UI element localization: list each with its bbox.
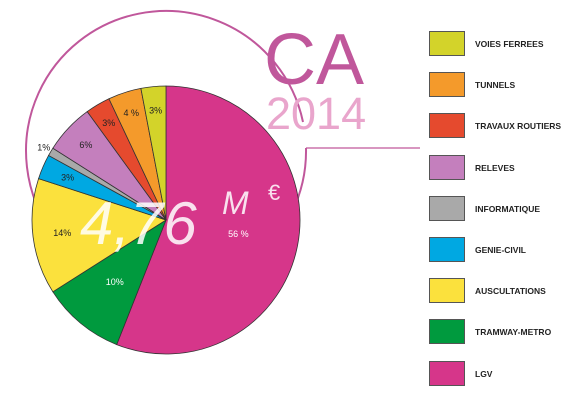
slice-label-auscultations: 14% [53, 228, 71, 238]
total-currency: € [268, 180, 280, 205]
slice-label-genie-civil: 3% [61, 172, 74, 182]
slice-label-releves: 6% [79, 140, 92, 150]
chart-heading: CA [264, 20, 364, 100]
slice-label-lgv: 56 % [228, 229, 249, 239]
slice-label-tunnels: 4 % [123, 108, 139, 118]
slice-label-tramway-metro: 10% [106, 277, 124, 287]
legend-label-genie-civil: GENIE-CIVIL [475, 245, 527, 255]
legend-label-tunnels: TUNNELS [475, 80, 516, 91]
legend-label-auscultations: AUSCULTATIONS [475, 286, 546, 297]
legend-swatch-tramway-metro [429, 319, 465, 345]
pie-slice-tramway-metro [52, 219, 167, 346]
legend-label-lgv: LGV [475, 368, 493, 379]
legend-swatch-informatique [429, 195, 465, 221]
total-value: 4,76 [80, 190, 197, 257]
slice-label-informatique: 1% [37, 143, 50, 153]
legend-label-releves: RELEVES [475, 162, 515, 173]
legend-swatch-auscultations [429, 278, 465, 304]
legend-swatch-tunnels [429, 72, 465, 98]
legend-swatch-travaux-routiers [429, 113, 465, 139]
legend-label-voies-ferrees: VOIES FERREES [475, 39, 544, 49]
pie-slice-labels: 56 % 10% 14% 3% 1% 6% 3% 4 % 3% [37, 106, 248, 287]
legend-label-travaux-routiers: TRAVAUX ROUTIERS [475, 121, 562, 132]
pie-slice-voies-ferrees [140, 85, 167, 221]
chart-year: 2014 [266, 88, 366, 139]
slice-label-travaux-routiers: 3% [102, 118, 115, 128]
total-unit: M [222, 185, 249, 221]
legend-swatch-lgv [429, 360, 465, 386]
slice-label-voies-ferrees: 3% [149, 106, 162, 116]
legend-swatch-releves [429, 154, 465, 180]
pie-slices [31, 85, 301, 355]
legend-swatch-voies-ferrees [429, 31, 465, 56]
legend-label-tramway-metro: TRAMWAY-METRO [475, 327, 552, 338]
legend-label-informatique: INFORMATIQUE [475, 203, 541, 214]
pie-slice-auscultations [31, 178, 167, 293]
legend-swatch-genie-civil [429, 237, 465, 262]
pie-slice-lgv [116, 85, 301, 355]
